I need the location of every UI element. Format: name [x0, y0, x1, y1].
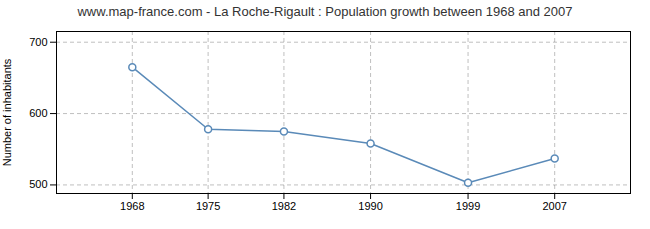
svg-text:600: 600 — [29, 107, 47, 119]
svg-text:1982: 1982 — [272, 200, 296, 212]
svg-text:1975: 1975 — [196, 200, 220, 212]
svg-text:1990: 1990 — [358, 200, 382, 212]
html-text:www.map-france.com - La Roche-: www.map-france.com - La Roche-Rigault : … — [77, 4, 573, 19]
svg-text:1999: 1999 — [456, 200, 480, 212]
svg-text:2007: 2007 — [542, 200, 566, 212]
svg-text:1968: 1968 — [120, 200, 144, 212]
svg-text:700: 700 — [29, 36, 47, 48]
svg-text:500: 500 — [29, 178, 47, 190]
svg-text:Number of inhabitants: Number of inhabitants — [1, 58, 13, 166]
